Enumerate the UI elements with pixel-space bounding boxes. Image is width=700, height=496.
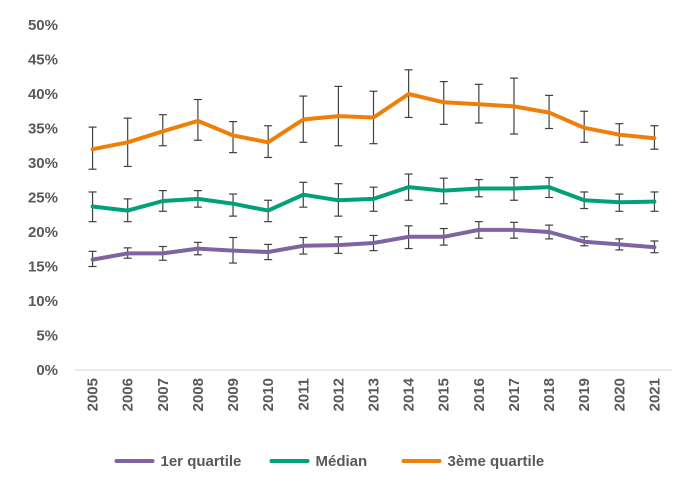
x-tick-label: 2016 bbox=[471, 378, 488, 411]
legend: 1er quartile Médian 3ème quartile bbox=[114, 453, 545, 470]
y-tick-label: 45% bbox=[28, 52, 58, 69]
x-tick-label: 2007 bbox=[155, 378, 172, 411]
x-tick-label: 2014 bbox=[401, 377, 418, 411]
x-tick-label: 2021 bbox=[646, 378, 663, 411]
y-tick-label: 0% bbox=[36, 362, 58, 379]
x-tick-label: 2006 bbox=[120, 378, 137, 411]
legend-label: 1er quartile bbox=[161, 453, 242, 470]
x-tick-label: 2012 bbox=[330, 378, 347, 411]
legend-item: Médian bbox=[269, 453, 368, 470]
y-tick-label: 10% bbox=[28, 293, 58, 310]
x-tick-label: 2013 bbox=[366, 378, 383, 411]
x-tick-label: 2015 bbox=[436, 378, 453, 411]
series-lines bbox=[90, 92, 657, 262]
y-tick-label: 50% bbox=[28, 17, 58, 34]
y-tick-label: 35% bbox=[28, 121, 58, 138]
x-tick-label: 2018 bbox=[541, 378, 558, 411]
axes: 0% 5% 10% 15% 20% 25% 30% 35% 40% 45% 50% 2005 2006 2… bbox=[28, 17, 672, 411]
x-tick-label: 2009 bbox=[225, 378, 242, 411]
x-tick-label: 2020 bbox=[611, 378, 628, 411]
y-tick-label: 5% bbox=[36, 328, 58, 345]
y-tick-label: 25% bbox=[28, 190, 58, 207]
y-tick-label: 30% bbox=[28, 155, 58, 172]
series-line bbox=[90, 92, 657, 152]
legend-item: 3ème quartile bbox=[401, 453, 545, 470]
y-tick-label: 15% bbox=[28, 259, 58, 276]
legend-label: Médian bbox=[316, 453, 368, 470]
legend-item: 1er quartile bbox=[114, 453, 242, 470]
x-tick-label: 2011 bbox=[295, 378, 312, 411]
y-tick-label: 20% bbox=[28, 224, 58, 241]
x-tick-label: 2010 bbox=[260, 378, 277, 411]
x-tick-label: 2017 bbox=[506, 378, 523, 411]
series-line bbox=[90, 185, 657, 213]
x-tick-label: 2005 bbox=[85, 378, 102, 411]
legend-label: 3ème quartile bbox=[448, 453, 545, 470]
x-tick-label: 2019 bbox=[576, 378, 593, 411]
y-tick-label: 40% bbox=[28, 86, 58, 103]
x-tick-label: 2008 bbox=[190, 378, 207, 411]
series-line bbox=[90, 227, 657, 262]
